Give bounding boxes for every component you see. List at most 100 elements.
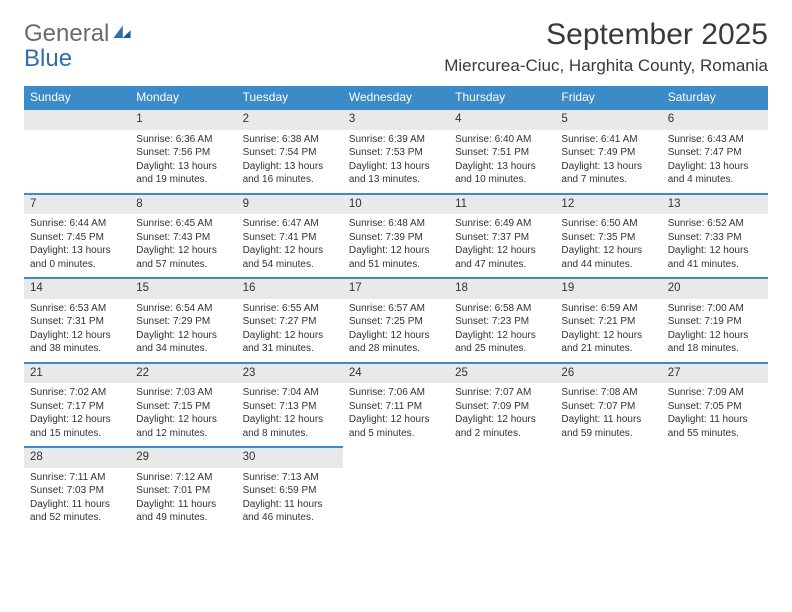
day-cell: 7Sunrise: 6:44 AMSunset: 7:45 PMDaylight… — [24, 193, 130, 278]
day-number: 1 — [130, 108, 236, 130]
day-number: 6 — [662, 108, 768, 130]
day-cell: 4Sunrise: 6:40 AMSunset: 7:51 PMDaylight… — [449, 108, 555, 193]
day-body: Sunrise: 7:08 AMSunset: 7:07 PMDaylight:… — [555, 383, 661, 446]
sunrise-text: Sunrise: 6:45 AM — [136, 217, 230, 231]
day-cell: 26Sunrise: 7:08 AMSunset: 7:07 PMDayligh… — [555, 362, 661, 447]
day-number: 26 — [555, 362, 661, 384]
daylight-text: Daylight: 12 hours and 12 minutes. — [136, 413, 230, 440]
day-header-thursday: Thursday — [449, 86, 555, 108]
day-body: Sunrise: 6:44 AMSunset: 7:45 PMDaylight:… — [24, 214, 130, 277]
day-cell: 18Sunrise: 6:58 AMSunset: 7:23 PMDayligh… — [449, 277, 555, 362]
day-header-sunday: Sunday — [24, 86, 130, 108]
sunset-text: Sunset: 7:47 PM — [668, 146, 762, 160]
day-cell: 14Sunrise: 6:53 AMSunset: 7:31 PMDayligh… — [24, 277, 130, 362]
daylight-text: Daylight: 13 hours and 4 minutes. — [668, 160, 762, 187]
day-body: Sunrise: 6:58 AMSunset: 7:23 PMDaylight:… — [449, 299, 555, 362]
sunset-text: Sunset: 7:25 PM — [349, 315, 443, 329]
day-cell: 25Sunrise: 7:07 AMSunset: 7:09 PMDayligh… — [449, 362, 555, 447]
sunrise-text: Sunrise: 6:41 AM — [561, 133, 655, 147]
day-number: 24 — [343, 362, 449, 384]
day-number: 25 — [449, 362, 555, 384]
day-number: 9 — [237, 193, 343, 215]
weeks-container: 1Sunrise: 6:36 AMSunset: 7:56 PMDaylight… — [24, 108, 768, 531]
sunrise-text: Sunrise: 7:00 AM — [668, 302, 762, 316]
day-header-saturday: Saturday — [662, 86, 768, 108]
week-row: 14Sunrise: 6:53 AMSunset: 7:31 PMDayligh… — [24, 277, 768, 362]
day-cell: 17Sunrise: 6:57 AMSunset: 7:25 PMDayligh… — [343, 277, 449, 362]
sunset-text: Sunset: 7:35 PM — [561, 231, 655, 245]
sunrise-text: Sunrise: 6:48 AM — [349, 217, 443, 231]
day-number: 18 — [449, 277, 555, 299]
sunrise-text: Sunrise: 6:38 AM — [243, 133, 337, 147]
day-cell: 11Sunrise: 6:49 AMSunset: 7:37 PMDayligh… — [449, 193, 555, 278]
day-body: Sunrise: 6:45 AMSunset: 7:43 PMDaylight:… — [130, 214, 236, 277]
day-cell: 2Sunrise: 6:38 AMSunset: 7:54 PMDaylight… — [237, 108, 343, 193]
day-body: Sunrise: 6:47 AMSunset: 7:41 PMDaylight:… — [237, 214, 343, 277]
day-cell — [449, 446, 555, 531]
sunset-text: Sunset: 7:45 PM — [30, 231, 124, 245]
day-body — [24, 130, 130, 190]
day-body: Sunrise: 6:39 AMSunset: 7:53 PMDaylight:… — [343, 130, 449, 193]
day-number: 30 — [237, 446, 343, 468]
day-body: Sunrise: 6:52 AMSunset: 7:33 PMDaylight:… — [662, 214, 768, 277]
day-header-tuesday: Tuesday — [237, 86, 343, 108]
day-cell: 13Sunrise: 6:52 AMSunset: 7:33 PMDayligh… — [662, 193, 768, 278]
day-body: Sunrise: 6:36 AMSunset: 7:56 PMDaylight:… — [130, 130, 236, 193]
sunrise-text: Sunrise: 6:54 AM — [136, 302, 230, 316]
daylight-text: Daylight: 13 hours and 10 minutes. — [455, 160, 549, 187]
day-number: 11 — [449, 193, 555, 215]
day-body: Sunrise: 7:03 AMSunset: 7:15 PMDaylight:… — [130, 383, 236, 446]
daylight-text: Daylight: 12 hours and 15 minutes. — [30, 413, 124, 440]
day-cell: 20Sunrise: 7:00 AMSunset: 7:19 PMDayligh… — [662, 277, 768, 362]
sunset-text: Sunset: 7:21 PM — [561, 315, 655, 329]
sunset-text: Sunset: 7:29 PM — [136, 315, 230, 329]
day-number: 2 — [237, 108, 343, 130]
day-number: 12 — [555, 193, 661, 215]
day-number: 23 — [237, 362, 343, 384]
day-cell: 28Sunrise: 7:11 AMSunset: 7:03 PMDayligh… — [24, 446, 130, 531]
sunset-text: Sunset: 7:09 PM — [455, 400, 549, 414]
sunrise-text: Sunrise: 6:44 AM — [30, 217, 124, 231]
header: GeneralBlue September 2025 Miercurea-Ciu… — [24, 18, 768, 76]
sunrise-text: Sunrise: 7:04 AM — [243, 386, 337, 400]
sunset-text: Sunset: 7:05 PM — [668, 400, 762, 414]
day-cell: 19Sunrise: 6:59 AMSunset: 7:21 PMDayligh… — [555, 277, 661, 362]
sunset-text: Sunset: 7:31 PM — [30, 315, 124, 329]
sunset-text: Sunset: 7:23 PM — [455, 315, 549, 329]
sunset-text: Sunset: 7:39 PM — [349, 231, 443, 245]
day-number: 10 — [343, 193, 449, 215]
daylight-text: Daylight: 12 hours and 38 minutes. — [30, 329, 124, 356]
daylight-text: Daylight: 13 hours and 0 minutes. — [30, 244, 124, 271]
daylight-text: Daylight: 12 hours and 21 minutes. — [561, 329, 655, 356]
day-number: 29 — [130, 446, 236, 468]
day-number: 22 — [130, 362, 236, 384]
title-block: September 2025 Miercurea-Ciuc, Harghita … — [444, 18, 768, 76]
day-body: Sunrise: 6:43 AMSunset: 7:47 PMDaylight:… — [662, 130, 768, 193]
daylight-text: Daylight: 11 hours and 49 minutes. — [136, 498, 230, 525]
logo-text-blue: Blue — [24, 45, 72, 72]
daylight-text: Daylight: 12 hours and 5 minutes. — [349, 413, 443, 440]
day-body: Sunrise: 7:02 AMSunset: 7:17 PMDaylight:… — [24, 383, 130, 446]
month-title: September 2025 — [444, 18, 768, 52]
day-body: Sunrise: 6:38 AMSunset: 7:54 PMDaylight:… — [237, 130, 343, 193]
sunrise-text: Sunrise: 7:07 AM — [455, 386, 549, 400]
day-cell: 23Sunrise: 7:04 AMSunset: 7:13 PMDayligh… — [237, 362, 343, 447]
sunset-text: Sunset: 7:54 PM — [243, 146, 337, 160]
day-headers-row: Sunday Monday Tuesday Wednesday Thursday… — [24, 86, 768, 108]
day-cell: 27Sunrise: 7:09 AMSunset: 7:05 PMDayligh… — [662, 362, 768, 447]
day-number: 14 — [24, 277, 130, 299]
daylight-text: Daylight: 12 hours and 47 minutes. — [455, 244, 549, 271]
day-body: Sunrise: 6:55 AMSunset: 7:27 PMDaylight:… — [237, 299, 343, 362]
day-header-monday: Monday — [130, 86, 236, 108]
daylight-text: Daylight: 13 hours and 13 minutes. — [349, 160, 443, 187]
sunset-text: Sunset: 6:59 PM — [243, 484, 337, 498]
week-row: 1Sunrise: 6:36 AMSunset: 7:56 PMDaylight… — [24, 108, 768, 193]
day-cell: 12Sunrise: 6:50 AMSunset: 7:35 PMDayligh… — [555, 193, 661, 278]
day-number: 7 — [24, 193, 130, 215]
daylight-text: Daylight: 12 hours and 28 minutes. — [349, 329, 443, 356]
sunrise-text: Sunrise: 6:39 AM — [349, 133, 443, 147]
sunrise-text: Sunrise: 7:08 AM — [561, 386, 655, 400]
daylight-text: Daylight: 12 hours and 44 minutes. — [561, 244, 655, 271]
sunset-text: Sunset: 7:56 PM — [136, 146, 230, 160]
day-cell: 16Sunrise: 6:55 AMSunset: 7:27 PMDayligh… — [237, 277, 343, 362]
